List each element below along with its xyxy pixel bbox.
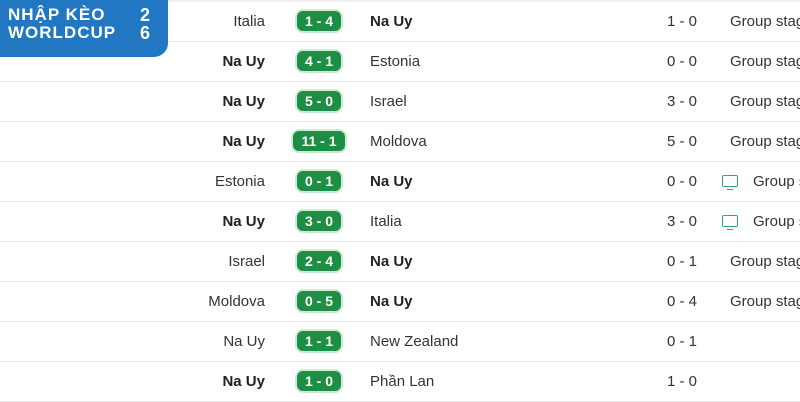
halftime-score: 5 - 0 bbox=[666, 133, 697, 150]
score-badge[interactable]: 4 - 1 bbox=[296, 51, 341, 71]
halftime-score: 0 - 1 bbox=[666, 253, 697, 270]
home-team: Na Uy bbox=[222, 133, 265, 150]
score-badge[interactable]: 2 - 4 bbox=[296, 251, 341, 271]
away-team: Na Uy bbox=[370, 253, 413, 270]
home-team: Na Uy bbox=[222, 93, 265, 110]
home-team: Na Uy bbox=[222, 213, 265, 230]
away-team: Moldova bbox=[370, 133, 427, 150]
away-team: Phần Lan bbox=[370, 373, 435, 390]
away-team: Na Uy bbox=[370, 13, 413, 30]
tv-icon[interactable] bbox=[722, 215, 738, 230]
away-team: Na Uy bbox=[370, 293, 413, 310]
away-team: Italia bbox=[370, 213, 402, 230]
home-team: Israel bbox=[228, 253, 265, 270]
score: 1 - 0 bbox=[0, 371, 638, 391]
match-row[interactable]: Na Uy 1 - 1 New Zealand 0 - 1 bbox=[0, 322, 800, 362]
logo-line1: NHẬP KÈO bbox=[8, 5, 106, 24]
away-team: New Zealand bbox=[370, 333, 459, 350]
score-badge[interactable]: 0 - 5 bbox=[296, 291, 341, 311]
match-row[interactable]: Na Uy 3 - 0 Italia 3 - 0 Group stage bbox=[0, 202, 800, 242]
tv-icon[interactable] bbox=[722, 175, 738, 190]
score: 11 - 1 bbox=[0, 131, 638, 151]
score-badge[interactable]: 5 - 0 bbox=[296, 91, 341, 111]
match-row[interactable]: Na Uy 4 - 1 Estonia 0 - 0 Group stage bbox=[0, 42, 800, 82]
stage: Group stage bbox=[730, 293, 800, 310]
home-team: Na Uy bbox=[222, 373, 265, 390]
score: 3 - 0 bbox=[0, 211, 638, 231]
halftime-score: 0 - 4 bbox=[666, 293, 697, 310]
halftime-score: 3 - 0 bbox=[666, 213, 697, 230]
score-badge[interactable]: 1 - 0 bbox=[296, 371, 341, 391]
match-row[interactable]: Na Uy 1 - 0 Phần Lan 1 - 0 bbox=[0, 362, 800, 402]
stage: Group stage bbox=[730, 13, 800, 30]
home-team: Moldova bbox=[208, 293, 265, 310]
score: 5 - 0 bbox=[0, 91, 638, 111]
home-team: Na Uy bbox=[223, 333, 265, 350]
home-team: Na Uy bbox=[222, 53, 265, 70]
score-badge[interactable]: 11 - 1 bbox=[293, 131, 345, 151]
away-team: Estonia bbox=[370, 53, 421, 70]
home-team: Estonia bbox=[214, 173, 265, 190]
stage: Group stage bbox=[730, 53, 800, 70]
score-badge[interactable]: 1 - 4 bbox=[296, 11, 341, 31]
match-row[interactable]: Na Uy 5 - 0 Israel 3 - 0 Group stage bbox=[0, 82, 800, 122]
halftime-score: 0 - 0 bbox=[666, 53, 697, 70]
stage: Group stage bbox=[753, 173, 800, 190]
match-row[interactable]: Na Uy 11 - 1 Moldova 5 - 0 Group stage bbox=[0, 122, 800, 162]
match-row[interactable]: Israel 2 - 4 Na Uy 0 - 1 Group stage bbox=[0, 242, 800, 282]
match-row[interactable]: Moldova 0 - 5 Na Uy 0 - 4 Group stage bbox=[0, 282, 800, 322]
score: 0 - 1 bbox=[0, 171, 638, 191]
score: 2 - 4 bbox=[0, 251, 638, 271]
stage: Group stage bbox=[730, 93, 800, 110]
logo-line2: WORLDCUP bbox=[8, 23, 117, 42]
score: 1 - 4 bbox=[0, 11, 638, 31]
away-team: Israel bbox=[370, 93, 407, 110]
score: 0 - 5 bbox=[0, 291, 638, 311]
score-badge[interactable]: 3 - 0 bbox=[296, 211, 341, 231]
top-divider bbox=[0, 0, 800, 2]
score-badge[interactable]: 0 - 1 bbox=[296, 171, 341, 191]
halftime-score: 1 - 0 bbox=[666, 13, 697, 30]
away-team: Na Uy bbox=[370, 173, 413, 190]
halftime-score: 0 - 1 bbox=[666, 333, 697, 350]
score-badge[interactable]: 1 - 1 bbox=[296, 331, 341, 351]
score: 1 - 1 bbox=[0, 331, 638, 351]
stage: Group stage bbox=[730, 133, 800, 150]
halftime-score: 3 - 0 bbox=[666, 93, 697, 110]
stage: Group stage bbox=[730, 253, 800, 270]
halftime-score: 0 - 0 bbox=[666, 173, 697, 190]
match-row[interactable]: Estonia 0 - 1 Na Uy 0 - 0 Group stage bbox=[0, 162, 800, 202]
match-row[interactable]: Italia 1 - 4 Na Uy 1 - 0 Group stage bbox=[0, 2, 800, 42]
score: 4 - 1 bbox=[0, 51, 638, 71]
halftime-score: 1 - 0 bbox=[666, 373, 697, 390]
stage: Group stage bbox=[753, 213, 800, 230]
home-team: Italia bbox=[233, 13, 265, 30]
